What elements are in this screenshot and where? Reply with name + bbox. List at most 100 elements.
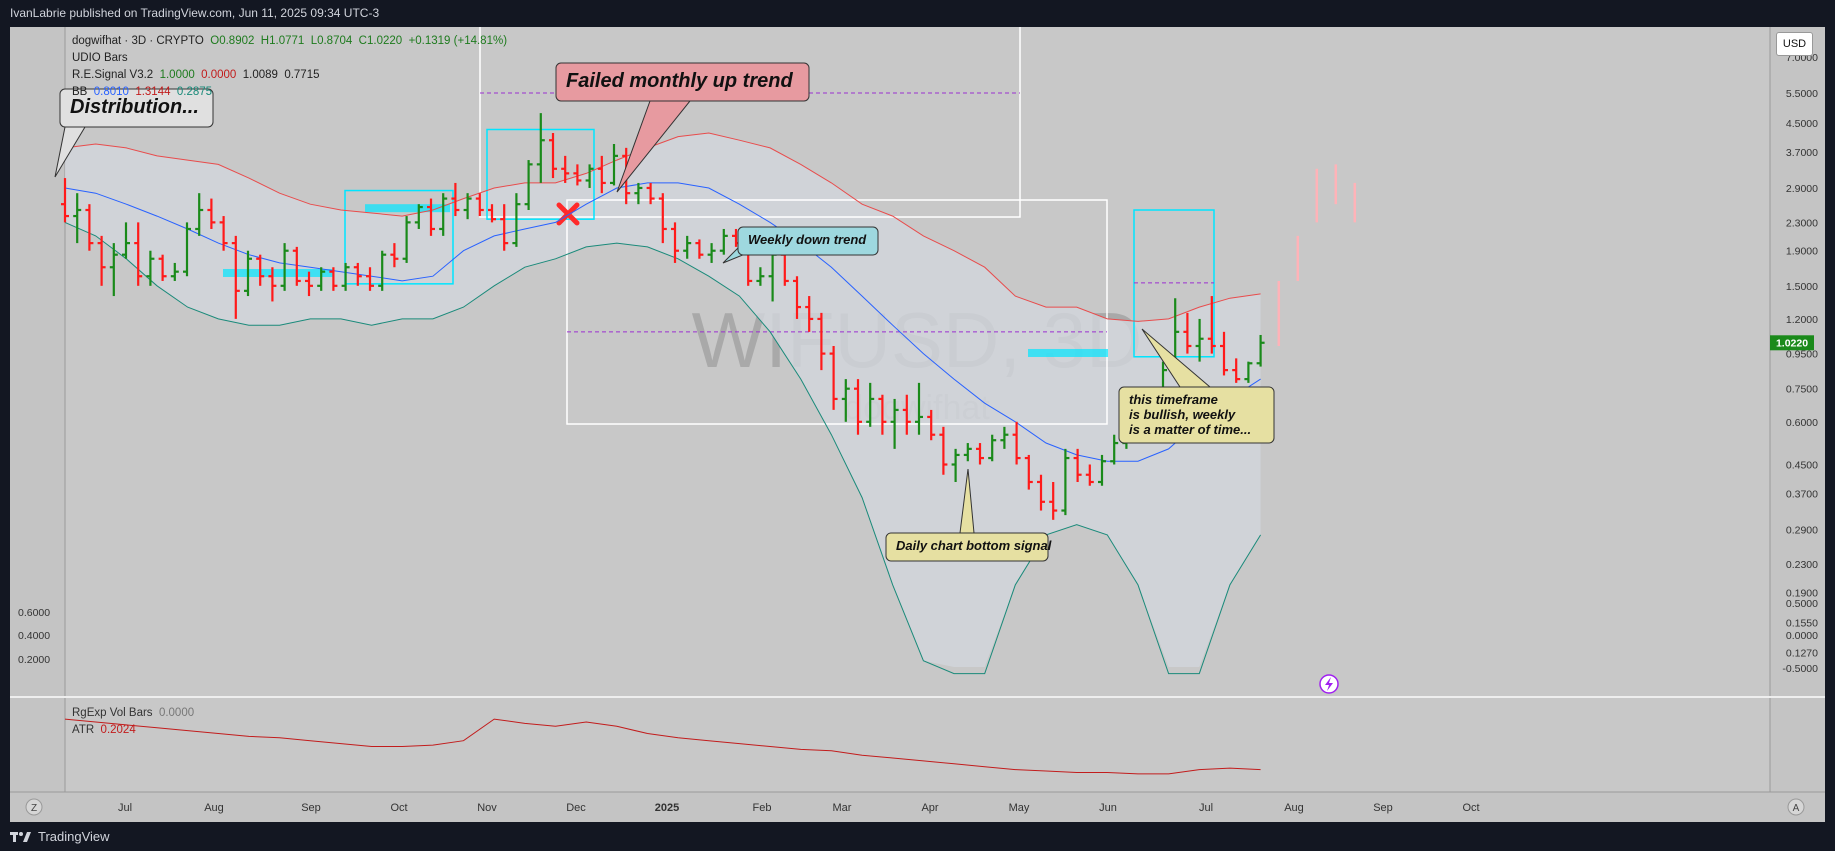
ohlc-bar (707, 243, 716, 263)
time-tick: Aug (1284, 802, 1304, 814)
ohlc-bar (1195, 318, 1204, 362)
ohlc-bar (122, 222, 130, 259)
chart-area[interactable]: WIFUSD, 3D dogwifhat Distribution...Fail… (10, 27, 1825, 822)
ohlc-bar (1024, 454, 1033, 490)
annotations-layer: Distribution... Failed monthly up trend We… (54, 62, 1275, 562)
price-tick: 1.5000 (1786, 281, 1818, 293)
ohlc-bar (317, 267, 326, 291)
ohlc-bar (353, 262, 362, 286)
ohlc-bar (256, 254, 265, 286)
ohlc-bar (1244, 361, 1253, 383)
legend-atr-row[interactable]: ATR 0.2024 (72, 722, 194, 739)
ohlc-bar (963, 443, 972, 462)
ohlc-bar (695, 239, 704, 259)
legend-bb-name: BB (72, 86, 88, 98)
ohlc-bar (183, 222, 191, 277)
ohlc-bar (134, 222, 143, 286)
last-price-value: 1.0220 (1776, 337, 1808, 349)
right-scale[interactable] (1770, 27, 1825, 792)
legend-resignal-row[interactable]: R.E.Signal V3.2 1.0000 0.0000 1.0089 0.7… (72, 67, 507, 84)
bullish-callout-text: is a matter of time... (1129, 422, 1251, 437)
a-button-label: A (1793, 803, 1800, 814)
weekly-down-callout-text: Weekly down trend (748, 232, 867, 247)
ohlc-bar (1049, 481, 1058, 520)
ohlc-bar (85, 204, 94, 251)
tradingview-logo[interactable]: TradingView (10, 822, 110, 851)
time-tick: Sep (301, 802, 321, 814)
time-tick: Jul (1199, 802, 1213, 814)
time-axis[interactable] (10, 792, 1825, 822)
legend-bb-row[interactable]: BB 0.8010 1.3144 0.2875 (72, 84, 507, 101)
price-tick: 1.2000 (1786, 314, 1818, 326)
price-chart[interactable]: WIFUSD, 3D dogwifhat Distribution...Fail… (10, 27, 1825, 822)
ohlc-bar (366, 267, 374, 291)
failed-x-icon (556, 202, 580, 226)
bullish-callout-text: this timeframe (1129, 392, 1218, 407)
ohlc-bar (475, 193, 484, 217)
time-scale-labels: Jul Aug Sep Oct Nov Dec 2025 Feb Mar Apr May Jun Jul… (118, 802, 1480, 814)
ohlc-bar (451, 182, 460, 217)
ohlc-bar (109, 243, 118, 297)
price-tick: 7.0000 (1786, 52, 1818, 64)
footer-bar: TradingView (0, 822, 1835, 851)
ohlc-bar (610, 143, 618, 186)
legend-udio-row[interactable]: UDIO Bars (72, 50, 507, 67)
ohlc-bar (329, 267, 338, 291)
ohlc-bar (158, 254, 167, 281)
ohlc-bar (536, 113, 545, 183)
ohlc-bar (244, 250, 252, 297)
indicator-right-tick: -0.5000 (1782, 663, 1818, 675)
indicator-right-tick: 0.5000 (1786, 598, 1818, 610)
time-tick: Dec (566, 802, 586, 814)
ohlc-bar (500, 204, 509, 251)
monthly-range-box (479, 27, 1021, 218)
bb-lower-line (64, 221, 1262, 675)
time-tick: Feb (753, 802, 772, 814)
ohlc-bar (549, 132, 557, 179)
ohlc-bar (414, 204, 423, 229)
atr-line (64, 718, 1261, 775)
currency-button[interactable]: USD (1776, 32, 1813, 56)
time-tick: Aug (204, 802, 224, 814)
price-scale-labels: 7.0000 5.5000 4.5000 3.7000 2.9000 2.3000 1.90… (1786, 52, 1818, 659)
a-button[interactable] (1787, 798, 1805, 816)
legend-symbol-row[interactable]: dogwifhat · 3D · CRYPTO O0.8902 H1.0771 … (72, 33, 507, 50)
time-tick: Jun (1099, 802, 1117, 814)
ohlc-close: 1.0220 (366, 35, 403, 47)
ohlc-bar (646, 182, 655, 205)
ohlc-bar (97, 235, 106, 286)
ohlc-bar (427, 198, 435, 236)
ohlc-bar (1232, 358, 1241, 383)
bb-v3: 0.2875 (176, 86, 213, 98)
legend-atr-name: ATR (72, 724, 95, 736)
ohlc-bar (292, 246, 301, 286)
zone-aug (223, 268, 333, 277)
time-tick: 2025 (655, 802, 679, 814)
distribution-callout-box (59, 88, 214, 128)
ohlc-bar (829, 345, 838, 410)
ohlc-bar (439, 193, 448, 236)
ohlc-bar (854, 379, 862, 435)
resignal-v1: 1.0000 (159, 69, 195, 81)
ohlc-bar (585, 164, 594, 188)
ohlc-bar (902, 394, 911, 435)
resignal-v4: 0.7715 (284, 69, 320, 81)
failed-monthly-callout: Failed monthly up trend (555, 62, 810, 193)
ohlc-open: 0.8902 (219, 35, 255, 47)
indicator-left-tick: 0.4000 (18, 630, 50, 642)
ohlc-change: +0.1319 (+14.81%) (408, 35, 508, 47)
ohlc-bar (683, 235, 692, 259)
ohlc-bar (1110, 434, 1119, 465)
ohlc-bar (793, 276, 801, 319)
ohlc-bar (939, 426, 948, 475)
z-button[interactable] (25, 798, 43, 816)
ohlc-close-label: C (358, 35, 367, 47)
time-tick: Sep (1373, 802, 1393, 814)
price-tick: 0.1270 (1786, 647, 1818, 659)
indicator-left-tick: 0.2000 (18, 654, 50, 666)
ohlc-bar (219, 216, 228, 251)
time-tick: Mar (833, 802, 852, 814)
legend-vol-row[interactable]: RgExp Vol Bars 0.0000 (72, 705, 194, 722)
projection-bars (1277, 164, 1357, 346)
